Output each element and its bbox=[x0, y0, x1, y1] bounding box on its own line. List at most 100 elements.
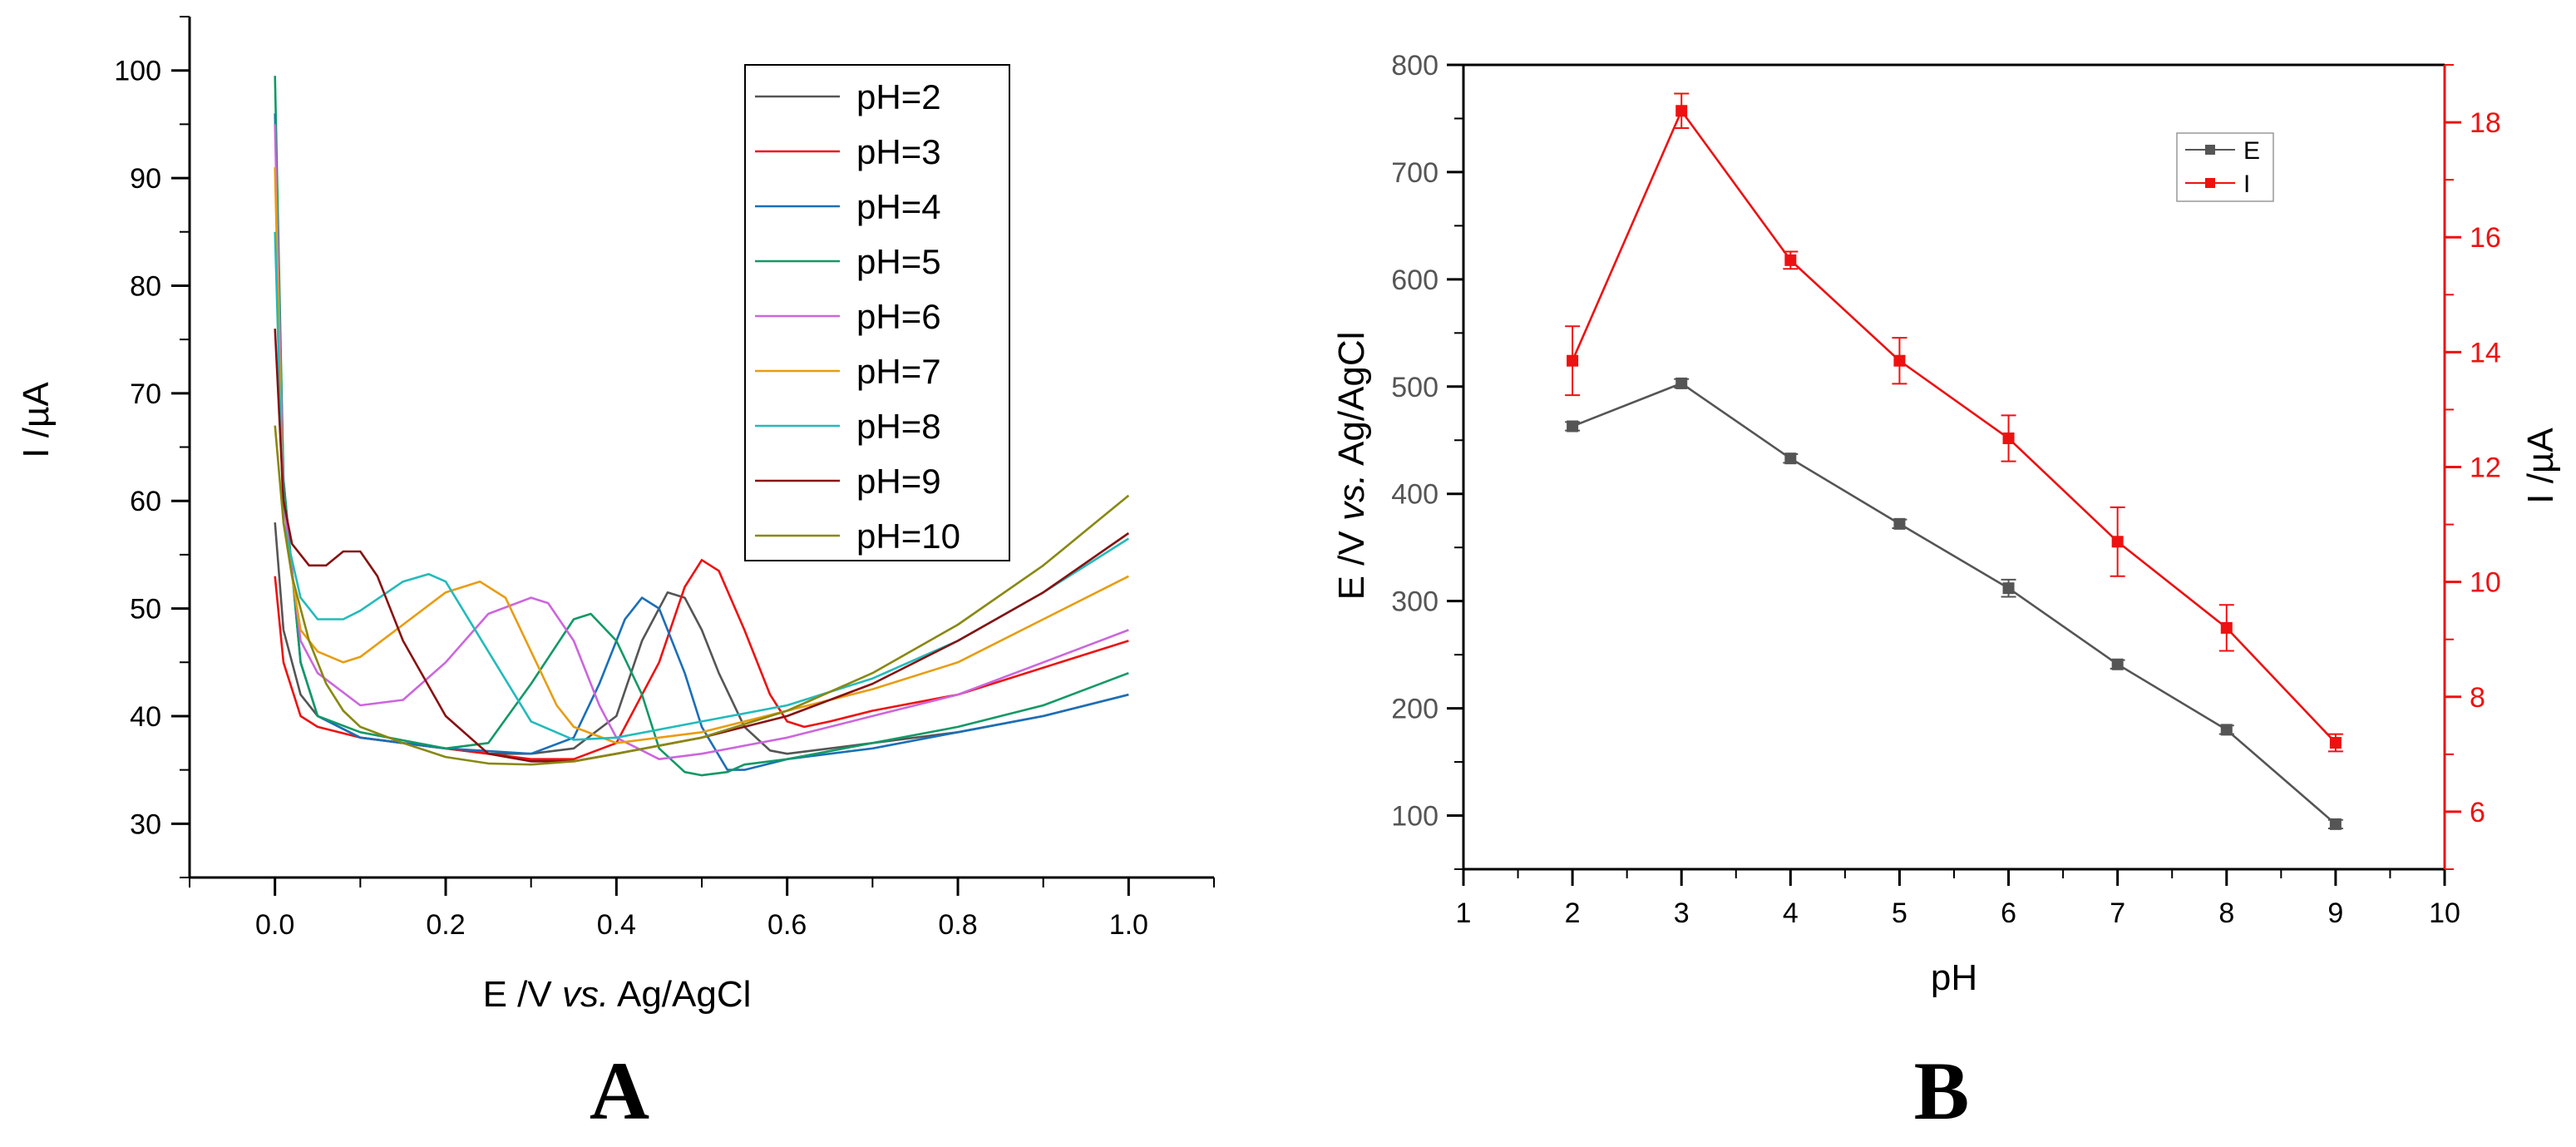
chart-a-legend-label: pH=7 bbox=[856, 352, 941, 391]
chart-a-x-tick-label: 0.2 bbox=[426, 909, 465, 941]
chart-b-x-tick-label: 4 bbox=[1783, 897, 1799, 929]
chart-b-data-point bbox=[2329, 737, 2342, 749]
chart-b-right-tick-label: 10 bbox=[2470, 567, 2501, 599]
chart-b-left-tick-label: 200 bbox=[1391, 694, 1439, 725]
chart-b-x-tick-label: 9 bbox=[2327, 897, 2343, 929]
chart-a-series-group bbox=[274, 76, 1130, 777]
chart-a-x-title-italic: vs. bbox=[562, 974, 609, 1015]
chart-a-x-tick-label: 0.8 bbox=[938, 909, 977, 941]
chart-b-series-line bbox=[1571, 108, 2337, 744]
chart-a-x-tick-label: 0.4 bbox=[597, 909, 636, 941]
chart-a-y-tick-label: 70 bbox=[130, 378, 161, 410]
chart-a-y-tick-label: 90 bbox=[130, 163, 161, 195]
chart-a-series-line bbox=[274, 425, 1130, 766]
chart-b-data-point bbox=[2220, 724, 2233, 736]
chart-b-left-title-main: E /V bbox=[1331, 521, 1372, 600]
chart-b-x-tick-label: 2 bbox=[1565, 897, 1581, 929]
chart-b-x-tick-label: 10 bbox=[2429, 897, 2460, 929]
chart-b-right-tick-label: 6 bbox=[2470, 797, 2485, 828]
chart-a-y-tick-label: 40 bbox=[130, 701, 161, 733]
chart-b-right-tick-label: 18 bbox=[2470, 107, 2501, 139]
chart-b-right-tick-label: 14 bbox=[2470, 337, 2501, 368]
chart-b-data-point bbox=[2002, 432, 2015, 444]
chart-a-legend-label: pH=5 bbox=[856, 242, 941, 281]
chart-a-series-line bbox=[274, 113, 1129, 771]
panel-label-b: B bbox=[1914, 1045, 1970, 1137]
chart-b-left-ticks: 100 200 300 400 500 600 700 800 bbox=[1391, 50, 1463, 870]
chart-b-data-point bbox=[1784, 452, 1797, 465]
chart-a-y-tick-label: 30 bbox=[130, 808, 161, 840]
chart-b-left-axis-title: E /V vs. Ag/AgCl bbox=[1331, 332, 1372, 601]
chart-b-x-tick-label: 7 bbox=[2110, 897, 2125, 929]
chart-b-legend-label: E bbox=[2243, 137, 2260, 165]
chart-a-x-tick-label: 1.0 bbox=[1109, 909, 1148, 941]
chart-b-legend-marker bbox=[2205, 145, 2215, 155]
chart-b-data-point bbox=[2111, 536, 2124, 548]
chart-b-right-axis-title: I /µA bbox=[2520, 428, 2561, 504]
chart-a-legend-label: pH=3 bbox=[856, 132, 941, 171]
chart-b-legend: EI bbox=[2185, 137, 2260, 198]
chart-b-left-tick-label: 400 bbox=[1391, 479, 1439, 511]
chart-b-x-axis-title: pH bbox=[1931, 957, 1977, 998]
chart-b-left-tick-label: 800 bbox=[1391, 50, 1439, 82]
chart-b-data-point bbox=[1675, 377, 1688, 389]
chart-a-legend-box bbox=[744, 64, 1010, 561]
chart-a-legend-label: pH=4 bbox=[856, 187, 941, 226]
chart-b-x-tick-label: 3 bbox=[1674, 897, 1690, 929]
chart-a-series-line bbox=[274, 167, 1129, 744]
chart-a-x-tick-label: 0.6 bbox=[767, 909, 807, 941]
chart-a-legend-label: pH=6 bbox=[856, 297, 941, 336]
chart-b-data-point bbox=[2002, 582, 2015, 595]
chart-b-x-tick-label: 5 bbox=[1892, 897, 1907, 929]
chart-b-data-point bbox=[2329, 818, 2342, 830]
chart-a-series-line bbox=[274, 76, 1129, 777]
chart-a-series-line bbox=[274, 558, 1129, 761]
chart-b-data-point bbox=[1893, 517, 1906, 530]
chart-b-right-tick-label: 12 bbox=[2470, 452, 2501, 484]
panel-label-a: A bbox=[590, 1045, 649, 1137]
chart-b-right-ticks: 6 8 10 12 14 16 18 bbox=[2445, 64, 2501, 870]
chart-b-series-group bbox=[1565, 92, 2343, 830]
chart-b-data-point bbox=[1567, 354, 1579, 367]
chart-a-x-tick-label: 0.0 bbox=[255, 909, 294, 941]
chart-a-legend-label: pH=8 bbox=[856, 407, 941, 446]
chart-a-y-tick-label: 50 bbox=[130, 594, 161, 625]
chart-b-left-title-italic: vs. bbox=[1331, 474, 1372, 521]
chart-b-data-point bbox=[1784, 254, 1797, 266]
chart-b-data-point bbox=[1893, 354, 1906, 367]
chart-b-left-title-tail: Ag/AgCl bbox=[1331, 332, 1372, 474]
chart-a-legend-label: pH=9 bbox=[856, 462, 941, 501]
chart-b-right-tick-label: 8 bbox=[2470, 682, 2485, 714]
chart-b-x-ticks: 1 2 3 4 5 6 7 8 9 10 bbox=[1456, 869, 2460, 929]
chart-b-left-tick-label: 500 bbox=[1391, 372, 1439, 403]
chart-b-left-tick-label: 700 bbox=[1391, 157, 1439, 189]
chart-b-series-line bbox=[1572, 382, 2337, 825]
chart-b-data-point bbox=[2220, 621, 2233, 634]
chart-a-y-tick-label: 60 bbox=[130, 486, 161, 517]
chart-a-x-axis-title: E /V vs. Ag/AgCl bbox=[483, 974, 752, 1015]
chart-a-legend-label: pH=2 bbox=[856, 77, 941, 116]
chart-a-y-axis-title: I /µA bbox=[16, 382, 57, 458]
chart-b-x-tick-label: 1 bbox=[1456, 897, 1472, 929]
chart-a-x-title-main: E /V bbox=[483, 974, 562, 1015]
chart-b-data-point bbox=[1675, 105, 1688, 117]
chart-b-right-tick-label: 16 bbox=[2470, 222, 2501, 254]
chart-a-y-tick-label: 80 bbox=[130, 270, 161, 302]
chart-b-x-tick-label: 6 bbox=[2001, 897, 2016, 929]
chart-a-series-line bbox=[274, 329, 1130, 763]
chart-a-legend: pH=2 pH=3 pH=4 pH=5 pH=6 pH=7 pH=8 pH=9 pH=10 bbox=[755, 77, 960, 556]
chart-b-x-tick-label: 8 bbox=[2218, 897, 2234, 929]
chart-b-data-point bbox=[1567, 420, 1579, 433]
chart-a-legend-label: pH=10 bbox=[856, 517, 960, 556]
chart-b-left-tick-label: 100 bbox=[1391, 801, 1439, 833]
chart-b-left-tick-label: 600 bbox=[1391, 265, 1439, 296]
chart-b-data-point bbox=[2111, 658, 2124, 670]
chart-b-legend-box bbox=[2176, 132, 2274, 202]
chart-a-series-line bbox=[274, 231, 1129, 741]
chart-a-y-tick-label: 100 bbox=[114, 56, 161, 87]
chart-b-legend-marker bbox=[2205, 178, 2215, 188]
chart-a-x-ticks: 0.0 0.2 0.4 0.6 0.8 1.0 bbox=[189, 878, 1215, 941]
chart-a-y-ticks: 30 40 50 60 70 80 90 100 bbox=[114, 16, 190, 878]
